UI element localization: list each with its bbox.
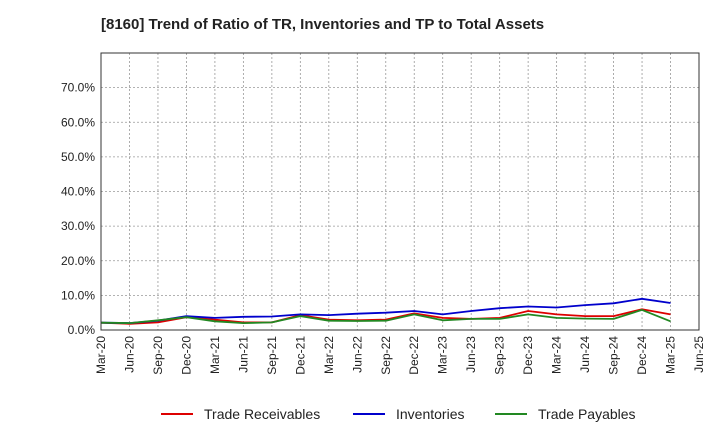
x-tick-label: Mar-20 xyxy=(94,336,108,374)
x-tick-label: Sep-24 xyxy=(607,336,621,375)
x-tick-label: Jun-25 xyxy=(692,336,706,373)
x-tick-label: Dec-24 xyxy=(635,336,649,375)
plot-frame xyxy=(100,52,700,331)
y-tick-label: 10.0% xyxy=(61,288,95,302)
x-tick-label: Dec-21 xyxy=(293,336,307,375)
y-tick-label: 50.0% xyxy=(61,150,95,164)
legend: Trade Receivables Inventories Trade Payabl… xyxy=(161,406,636,422)
x-tick-label: Dec-23 xyxy=(521,336,535,375)
y-tick-label: 40.0% xyxy=(61,185,95,199)
y-tick-label: 60.0% xyxy=(61,115,95,129)
x-tick-label: Jun-21 xyxy=(236,336,250,373)
x-tick-label: Dec-20 xyxy=(179,336,193,375)
x-tick-label: Mar-21 xyxy=(208,336,222,374)
x-tick-label: Jun-24 xyxy=(578,336,592,373)
legend-label-0: Trade Receivables xyxy=(204,406,320,422)
y-tick-label: 20.0% xyxy=(61,254,95,268)
y-axis: 0.0% 10.0% 20.0% 30.0% 40.0% 50.0% 60.0% 70.0% xyxy=(61,81,95,337)
x-tick-label: Jun-23 xyxy=(464,336,478,373)
x-tick-label: Mar-25 xyxy=(664,336,678,374)
x-tick-label: Sep-23 xyxy=(493,336,507,375)
x-tick-label: Mar-22 xyxy=(322,336,336,374)
series-group xyxy=(100,297,671,325)
y-tick-label: 70.0% xyxy=(61,81,95,95)
x-tick-label: Sep-21 xyxy=(265,336,279,375)
x-axis: Mar-20 Jun-20 Sep-20 Dec-20 Mar-21 Jun-21 Sep-… xyxy=(94,336,706,375)
series-line-2 xyxy=(100,308,671,325)
plot-area xyxy=(101,53,699,330)
x-tick-label: Mar-23 xyxy=(436,336,450,374)
x-tick-label: Dec-22 xyxy=(407,336,421,375)
y-tick-label: 0.0% xyxy=(68,323,96,337)
legend-label-2: Trade Payables xyxy=(538,406,636,422)
legend-label-1: Inventories xyxy=(396,406,464,422)
chart-title: [8160] Trend of Ratio of TR, Inventories… xyxy=(101,16,544,33)
series-line-1 xyxy=(100,297,671,325)
x-tick-label: Jun-22 xyxy=(350,336,364,373)
x-tick-label: Jun-20 xyxy=(122,336,136,373)
x-tick-label: Sep-20 xyxy=(151,336,165,375)
y-tick-label: 30.0% xyxy=(61,219,95,233)
x-tick-label: Mar-24 xyxy=(550,336,564,374)
x-tick-label: Sep-22 xyxy=(379,336,393,375)
